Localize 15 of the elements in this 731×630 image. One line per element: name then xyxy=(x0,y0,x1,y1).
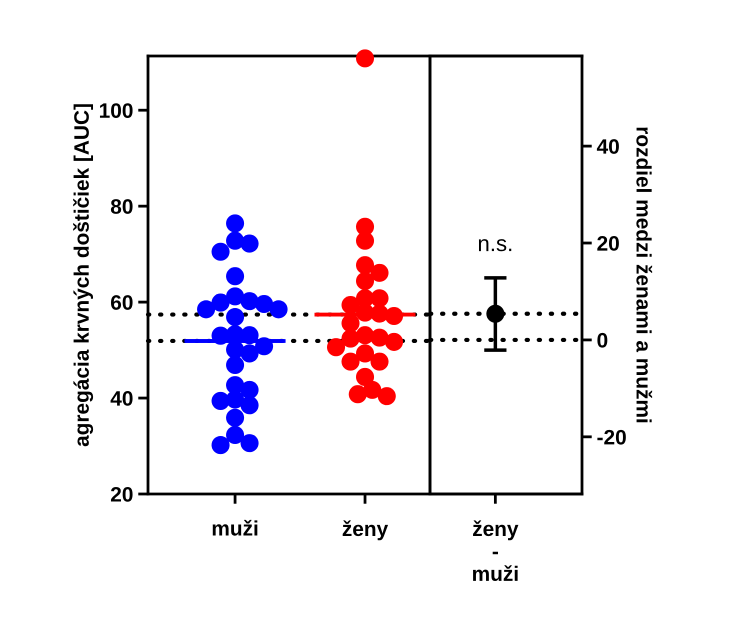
y-tick-label: 40 xyxy=(110,391,133,406)
y-tick-label: 60 xyxy=(111,295,133,310)
y2-axis-title: rozdiel medzi ženami a mužmi xyxy=(636,128,652,422)
y2-tick-label: 20 xyxy=(597,236,619,251)
y-tick-label: 20 xyxy=(110,487,133,502)
y-axis-title: agregácia krvných doštičiek [AUC] xyxy=(73,104,94,446)
x-tick-label: ženy - muži xyxy=(473,520,518,582)
y-tick-label: 100 xyxy=(100,103,133,118)
y2-tick-label: 40 xyxy=(596,139,619,154)
annotation: n.s. xyxy=(478,239,512,252)
y-tick-label: 80 xyxy=(110,199,133,214)
x-tick-label: muži xyxy=(212,520,258,536)
y2-tick-label: -20 xyxy=(597,430,626,445)
y2-tick-label: 0 xyxy=(597,332,608,348)
x-tick-label: ženy xyxy=(342,520,388,540)
